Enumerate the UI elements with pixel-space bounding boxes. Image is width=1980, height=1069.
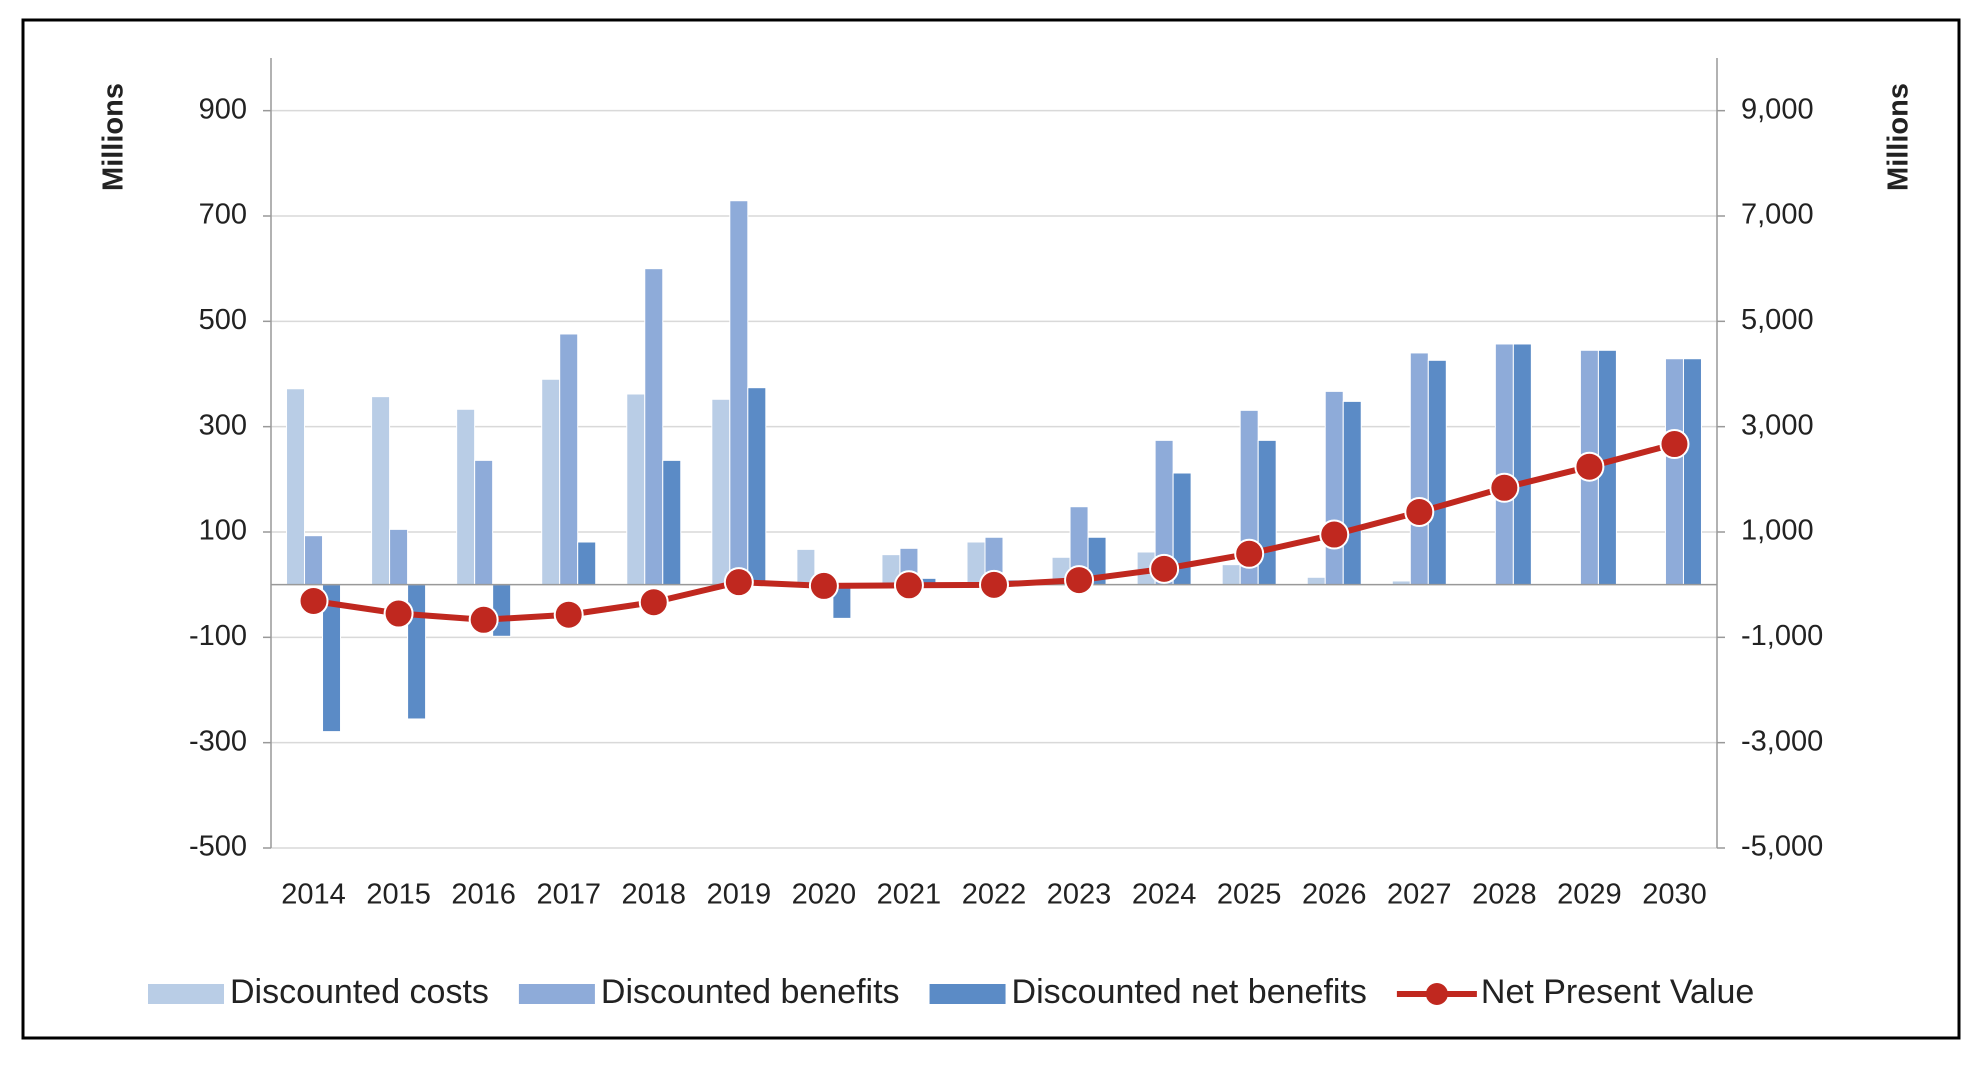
bar [1682,358,1702,586]
bar [286,388,306,586]
line-marker [1149,553,1180,584]
x-tick-label: 2026 [1302,879,1367,911]
legend-label: Discounted net benefits [1012,973,1367,1011]
x-tick-label: 2025 [1217,879,1282,911]
x-tick-label: 2029 [1557,879,1622,911]
line-marker [1234,538,1265,569]
bar [1221,564,1241,586]
line-marker [553,599,584,630]
x-tick-label: 2015 [366,879,431,911]
y2-tick-label: 3,000 [1741,409,1814,441]
bar [1409,352,1429,586]
x-tick-label: 2023 [1047,879,1112,911]
bar [1324,390,1344,586]
x-tick-label: 2022 [962,879,1027,911]
x-tick-label: 2016 [451,879,516,911]
bar [662,459,682,586]
x-tick-label: 2019 [707,879,772,911]
legend-swatch [518,984,595,1004]
y2-tick-label: -5,000 [1741,831,1823,863]
bar [1427,359,1447,586]
y-tick-label: 900 [199,93,247,125]
bar [541,378,561,586]
y2-tick-label: 7,000 [1741,199,1814,231]
bar [474,459,494,586]
legend-label: Discounted benefits [601,973,900,1011]
bar [1494,343,1514,586]
line-marker [808,570,839,601]
bar [729,200,749,586]
y-tick-label: 100 [199,515,247,547]
line-marker [383,598,414,629]
legend-marker [1425,983,1448,1005]
y2-tick-label: -1,000 [1741,620,1823,652]
legend-label: Discounted costs [230,973,489,1011]
line-marker [468,604,499,635]
line-marker [1489,472,1520,503]
legend-swatch [929,984,1006,1004]
bar [371,396,391,586]
legend-swatch [148,984,224,1004]
x-tick-label: 2014 [281,879,346,911]
x-tick-label: 2028 [1472,879,1537,911]
chart-frame [21,18,1961,1040]
line-marker [1659,429,1690,460]
bar [389,528,409,586]
y2-axis-title: Millions [1883,83,1915,191]
bar [1306,576,1326,586]
x-tick-label: 2020 [792,879,857,911]
y-axis-title: Millions [98,83,130,191]
line-marker [1404,496,1435,527]
y2-tick-label: 1,000 [1741,515,1814,547]
bar [711,398,731,586]
line-marker [1319,519,1350,550]
line-marker [1574,451,1605,482]
y-tick-label: -500 [189,831,247,863]
line-marker [298,585,329,616]
y-tick-label: -100 [189,620,247,652]
line-marker [638,587,669,618]
line-marker [979,569,1009,600]
x-tick-label: 2017 [536,879,601,911]
bar [559,333,579,586]
bar [747,387,767,586]
bar [456,408,476,586]
x-tick-label: 2024 [1132,879,1197,911]
y2-tick-label: 9,000 [1741,93,1814,125]
y2-tick-label: -3,000 [1741,725,1823,757]
bar [626,393,646,586]
y-tick-label: 700 [199,199,247,231]
y-tick-label: 500 [199,304,247,336]
line-marker [893,570,924,601]
bar [644,268,664,586]
legend-label: Net Present Value [1481,973,1754,1011]
line-marker [1064,565,1095,596]
line-marker [723,567,754,598]
x-tick-label: 2030 [1642,879,1707,911]
bar [1342,400,1362,586]
x-tick-label: 2027 [1387,879,1452,911]
x-tick-label: 2021 [877,879,942,911]
x-tick-label: 2018 [622,879,687,911]
bar [577,541,597,586]
y2-tick-label: 5,000 [1741,304,1814,336]
bar [1512,343,1532,586]
y-tick-label: -300 [189,725,247,757]
y-tick-label: 300 [199,409,247,441]
bar [1664,358,1684,586]
bar [304,535,324,586]
